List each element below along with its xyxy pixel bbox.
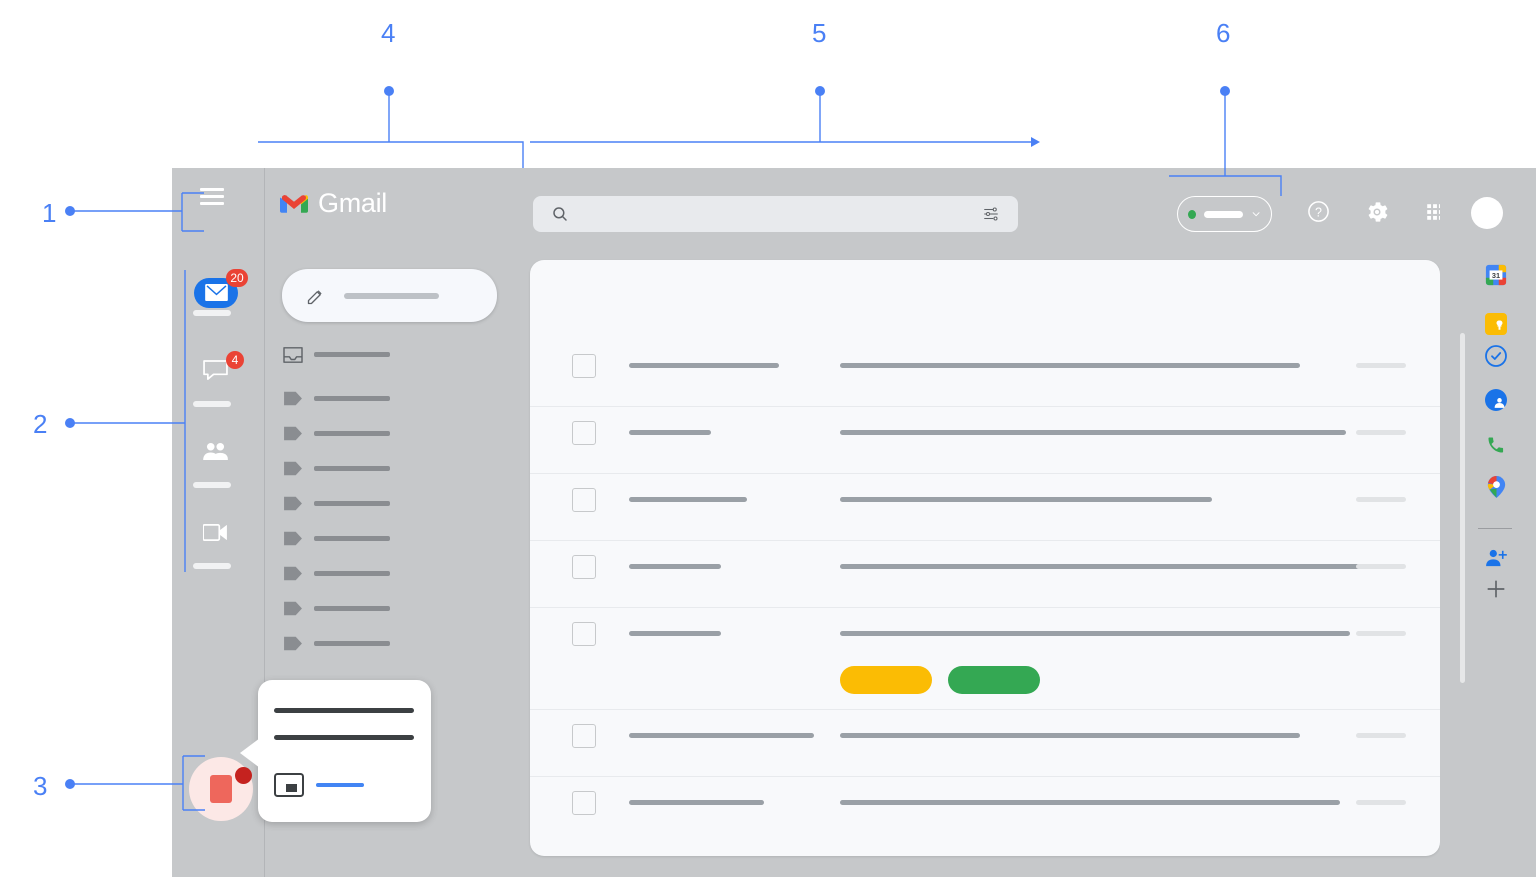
svg-text:?: ? <box>1315 205 1322 219</box>
svg-text:1: 1 <box>42 198 56 228</box>
svg-text:5: 5 <box>812 18 826 48</box>
svg-text:2: 2 <box>33 409 47 439</box>
svg-text:4: 4 <box>381 18 395 48</box>
svg-text:6: 6 <box>1216 18 1230 48</box>
svg-text:3: 3 <box>33 771 47 801</box>
svg-text:31: 31 <box>1492 271 1500 280</box>
